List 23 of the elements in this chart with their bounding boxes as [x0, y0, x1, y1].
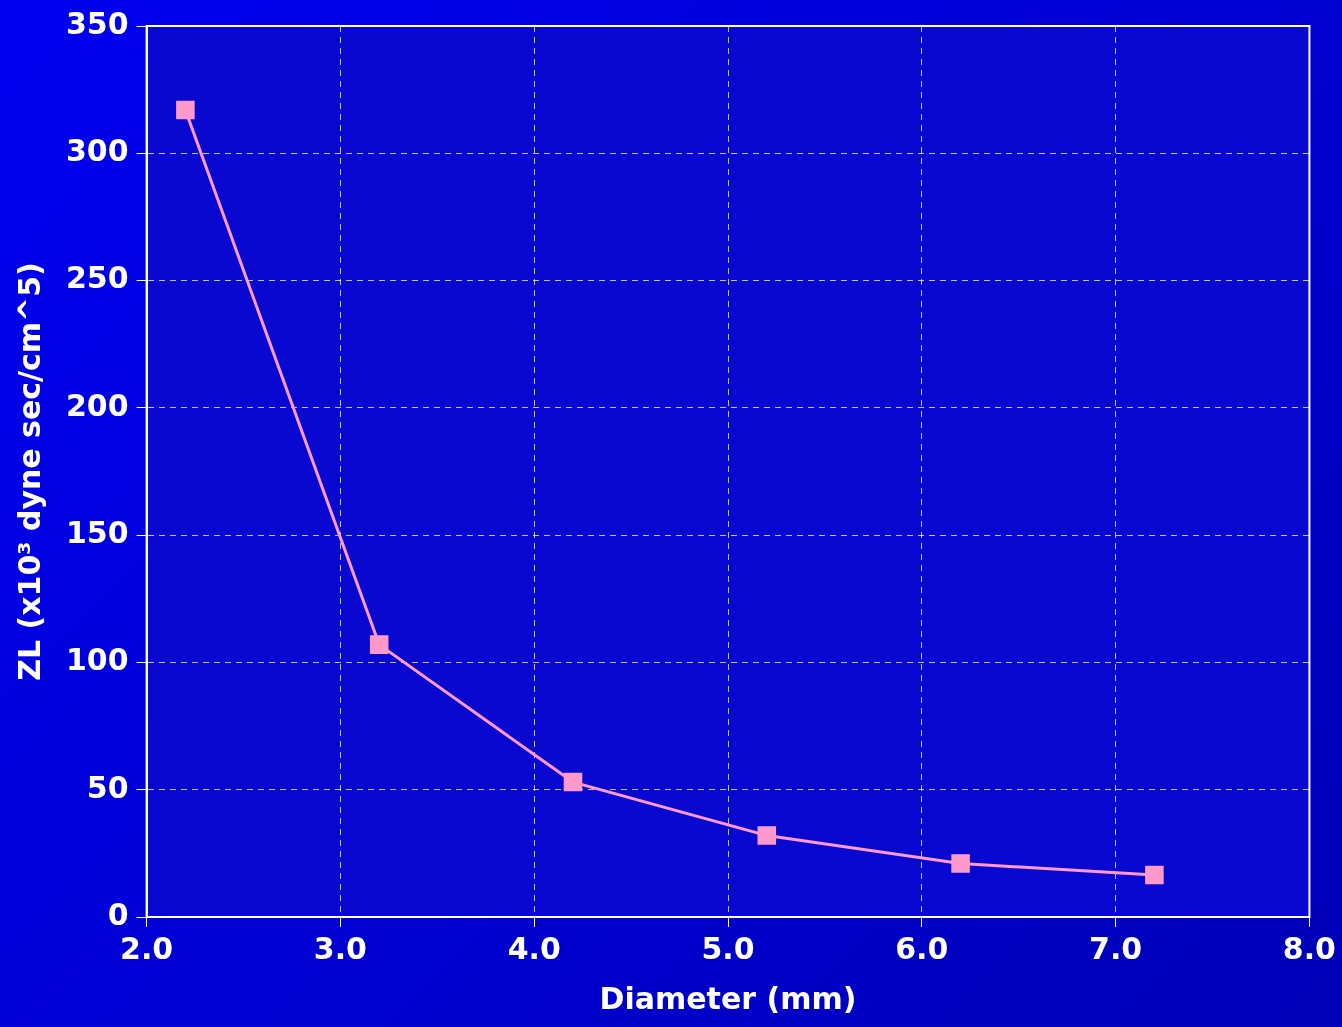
y-tick-label: 350	[66, 5, 129, 41]
x-tick-label: 7.0	[1089, 930, 1143, 966]
y-tick-label: 250	[66, 260, 129, 296]
y-tick-label: 0	[107, 896, 129, 932]
x-tick-label: 2.0	[120, 930, 174, 966]
point	[951, 854, 970, 873]
y-tick-label: 200	[66, 387, 129, 423]
y-tick-label: 150	[66, 514, 129, 550]
point	[369, 635, 389, 654]
point	[757, 826, 777, 845]
x-tick-label: 6.0	[895, 930, 949, 966]
point	[1145, 865, 1164, 885]
point	[563, 772, 583, 792]
x-tick-label: 3.0	[313, 930, 367, 966]
x-tick-label: 4.0	[507, 930, 561, 966]
y-tick-label: 100	[66, 642, 129, 678]
y-tick-label: 300	[66, 133, 129, 169]
y-axis-title: ZL (x10³ dyne sec/cm^5)	[11, 262, 47, 681]
x-tick-label: 8.0	[1282, 930, 1337, 966]
x-tick-label: 5.0	[701, 930, 755, 966]
point	[176, 100, 195, 120]
y-tick-label: 50	[86, 769, 129, 805]
x-axis-title: Diameter (mm)	[599, 980, 857, 1016]
